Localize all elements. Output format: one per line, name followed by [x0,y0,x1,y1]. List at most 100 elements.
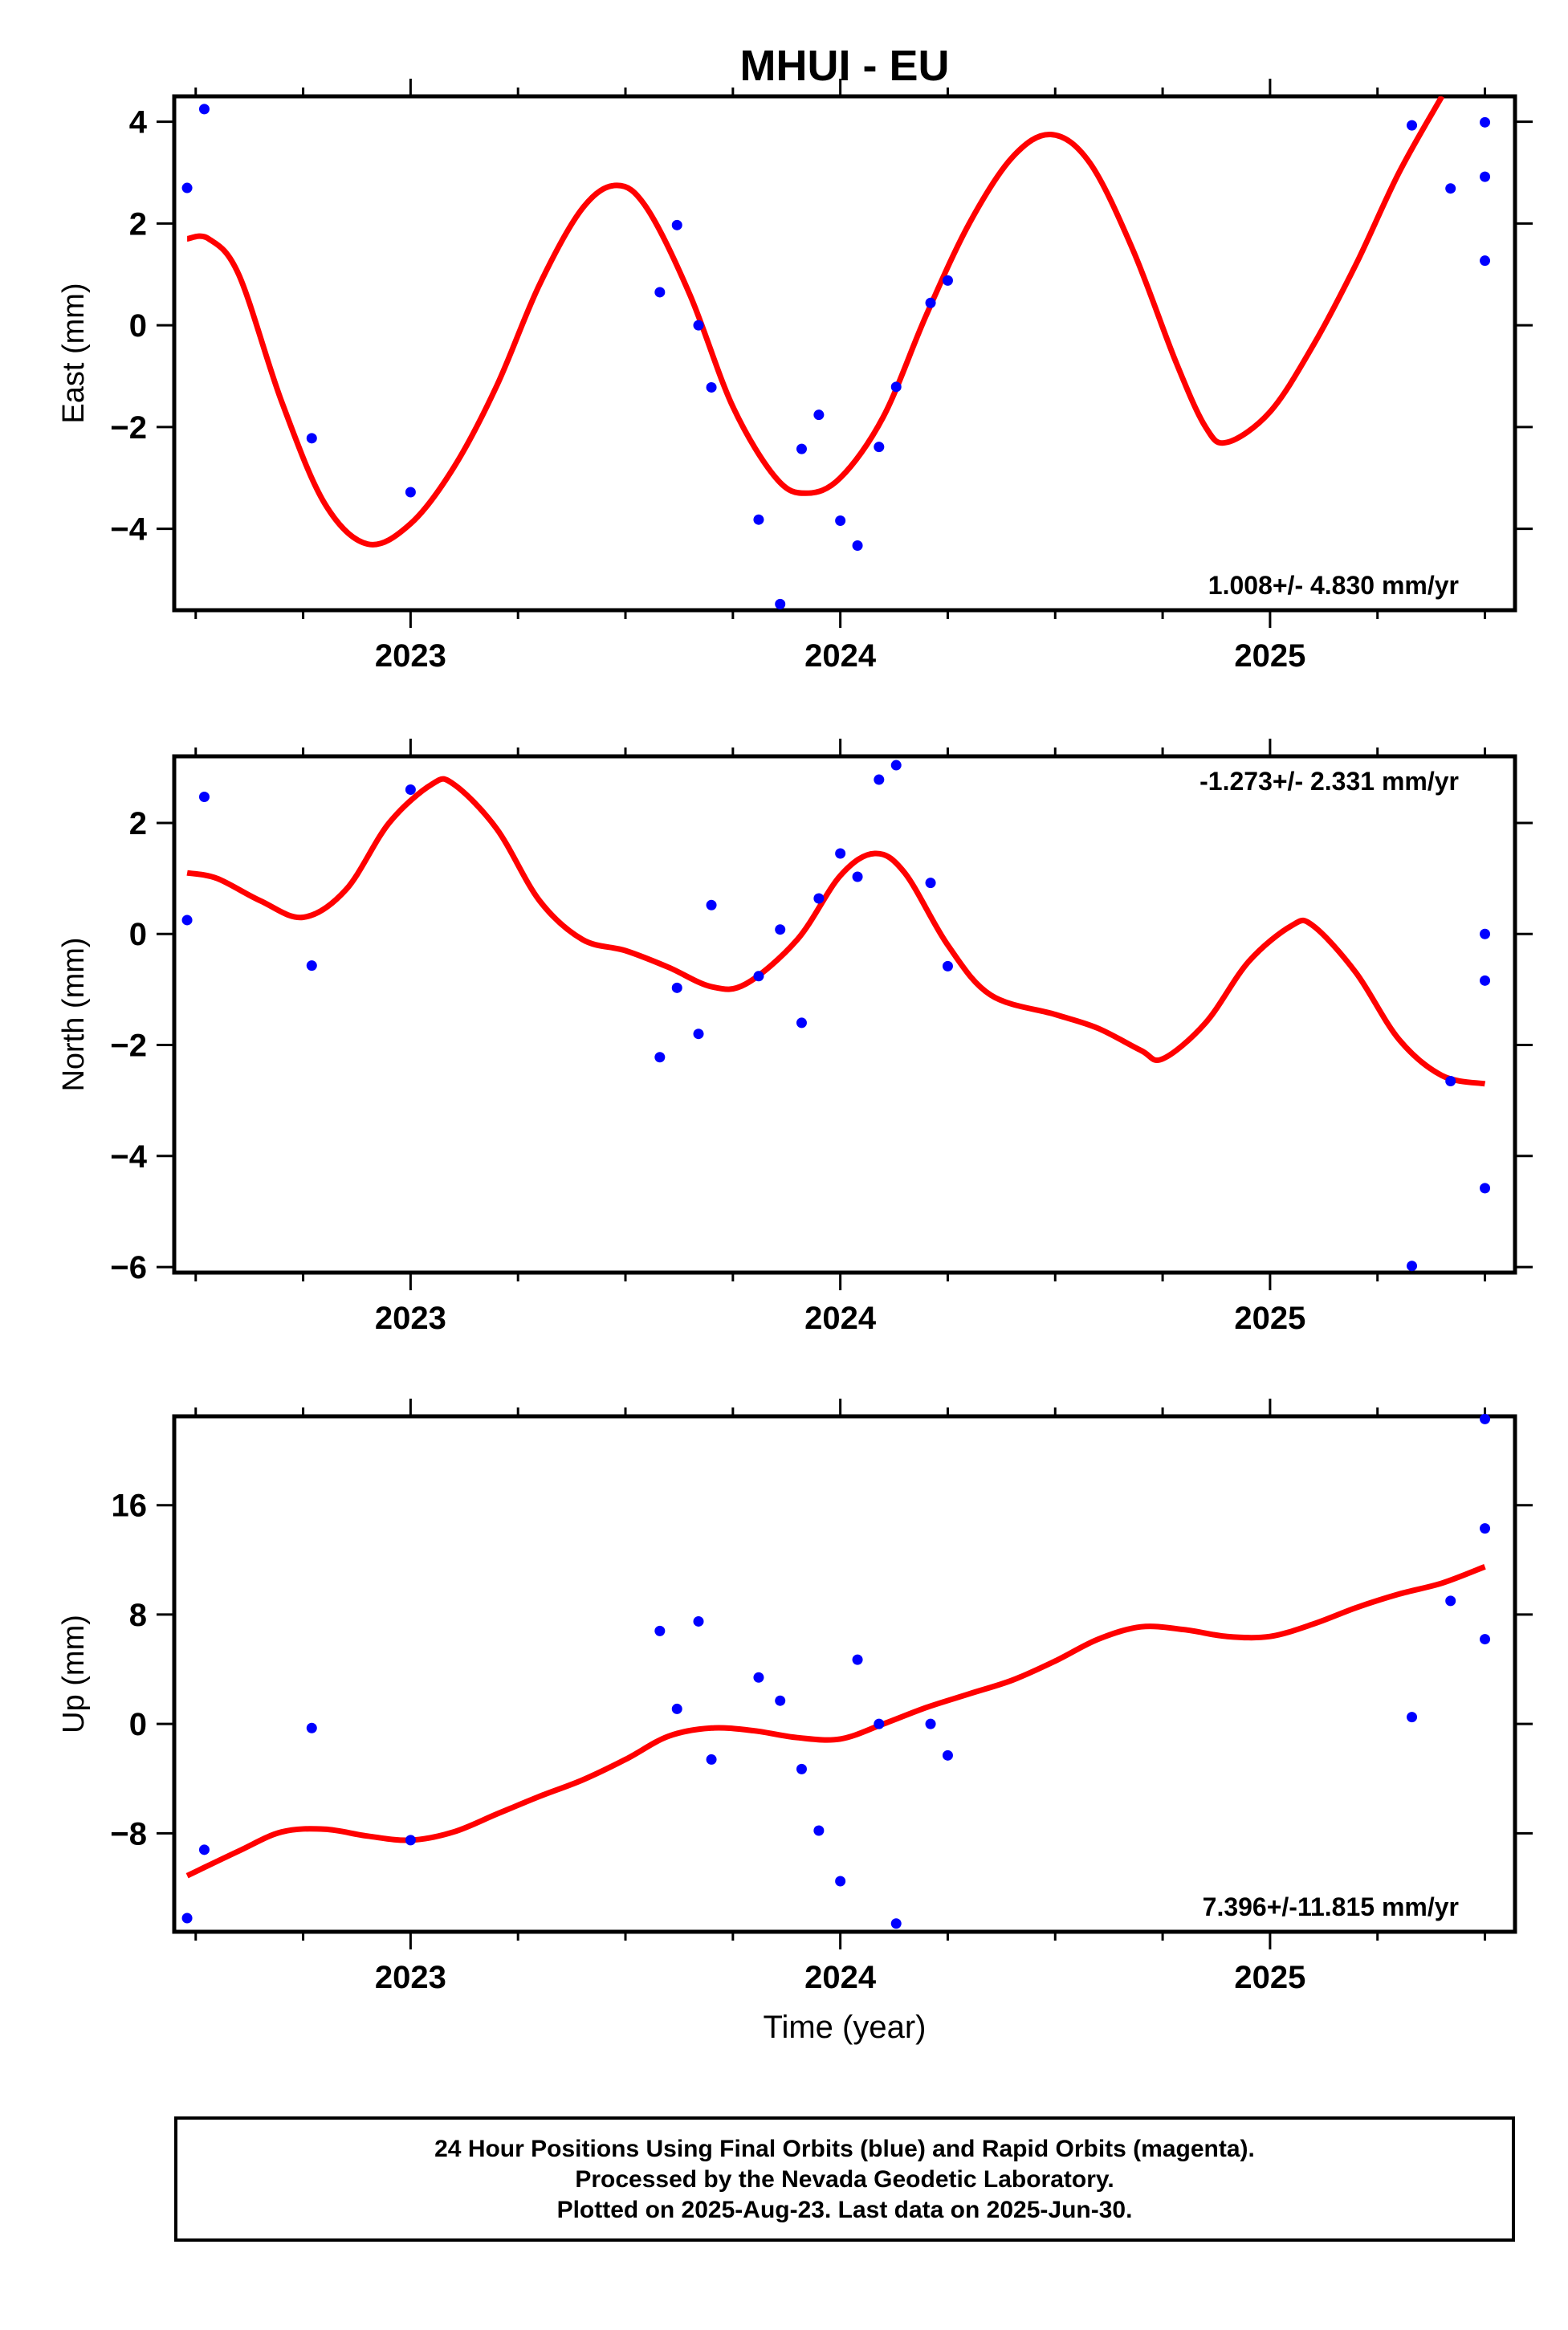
panel-2-data-point [1480,928,1491,939]
panel-1-rate-label: 1.008+/- 4.830 mm/yr [1208,571,1459,600]
x-axis-label: Time (year) [764,2010,927,2045]
panel-1-data-point [1480,116,1491,128]
panel-1-data-point [835,515,846,526]
caption-line-1: 24 Hour Positions Using Final Orbits (bl… [434,2136,1255,2162]
panel-2-ytick-label: −6 [110,1250,147,1285]
panel-3-data-point [1480,1413,1491,1424]
panel-3-ytick-label: −8 [110,1816,147,1851]
panel-1-data-point [671,219,682,230]
panel-1-ytick-label: 4 [129,105,148,141]
caption-line-2: Processed by the Nevada Geodetic Laborat… [575,2166,1114,2193]
panel-3-data-point [874,1718,885,1729]
panel-1-xtick-label: 2024 [804,638,877,674]
panel-3-data-point [852,1654,863,1665]
panel-3-data-point [405,1835,416,1846]
panel-2-data-point [852,871,863,882]
panel-1-ytick-label: 2 [129,206,147,242]
panel-2-data-point [775,924,786,935]
panel-1-frame [172,94,1517,613]
panel-1-data-point [306,433,317,444]
panel-2-data-point [1480,1183,1491,1194]
panel-2-data-point [306,960,317,972]
panel-3-frame [172,1414,1517,1934]
panel-1-data-point [706,381,717,393]
panel-2-data-point [654,1052,666,1063]
panel-3-data-point [775,1695,786,1706]
panel-2-data-point [693,1029,704,1040]
panel-3-data-point [890,1918,902,1929]
panel-1-data-point [874,442,885,453]
panel-2-fit-line [186,776,1486,1087]
panel-1-data-point [813,409,825,421]
panel-1-data-point [693,320,704,331]
panel-3-xtick-label: 2025 [1234,1960,1305,1995]
panel-1-data-point [198,104,210,115]
panel-2-data-point [706,899,717,910]
panel-3-data-point [671,1703,682,1714]
panel-1-data-point [181,182,193,193]
panel-2-data-point [1445,1075,1456,1086]
panel-3-data-point [835,1876,846,1887]
panel-1-data-point [1445,183,1456,194]
panel-3-data-point [925,1718,936,1729]
panel-1-xtick-label: 2025 [1234,638,1305,674]
panel-2-xtick-label: 2025 [1234,1301,1305,1336]
panel-2-data-point [405,784,416,795]
panel-3-data-point [813,1825,825,1836]
panel-3-xtick-label: 2024 [804,1960,877,1995]
panel-1-data-point [925,297,936,308]
panel-1-data-point [890,381,902,393]
panel-3-data-point [753,1672,764,1683]
panel-2-data-point [942,960,953,972]
panel-2-data-point [890,760,902,771]
panel-3-data-point [796,1763,807,1774]
caption-box: 24 Hour Positions Using Final Orbits (bl… [174,2116,1515,2242]
panel-3-ytick-label: 8 [129,1598,147,1633]
panel-1-ytick-label: −2 [110,410,147,446]
panel-3-fit-line [185,1564,1486,1879]
panel-3-ylabel: Up (mm) [57,1615,91,1733]
panel-3-data-point [1480,1523,1491,1534]
panel-2-rate-label: -1.273+/- 2.331 mm/yr [1199,767,1459,796]
panel-2-data-point [835,848,846,859]
panel-2-data-point [1407,1261,1418,1272]
panel-2-ytick-label: 2 [129,806,147,841]
panel-1-data-point [852,540,863,552]
panel-2-data-point [796,1017,807,1029]
panel-2-data-point [753,971,764,982]
panel-3-data-point [306,1722,317,1733]
panel-2-ytick-label: 0 [129,917,147,952]
panel-1-xtick-label: 2023 [375,638,446,674]
panel-3-data-point [1445,1595,1456,1607]
panel-1-data-point [405,487,416,498]
panel-3-data-point [1407,1712,1418,1723]
panel-2-ytick-label: −4 [110,1139,147,1175]
panel-2-ytick-label: −2 [110,1029,147,1064]
panel-2-ylabel: North (mm) [57,937,91,1091]
panel-3-xtick-label: 2023 [375,1960,446,1995]
caption-line-3: Plotted on 2025-Aug-23. Last data on 202… [556,2197,1133,2223]
panel-1-fit-line [186,96,1445,548]
panel-3-rate-label: 7.396+/-11.815 mm/yr [1203,1892,1459,1921]
panel-1-data-point [775,598,786,609]
panel-2-xtick-label: 2023 [375,1301,446,1336]
chart-title: MHUI - EU [740,42,950,90]
panel-1-ytick-label: 0 [129,308,147,344]
panel-3-data-point [1480,1634,1491,1645]
panel-3-data-point [198,1844,210,1855]
panel-3-data-point [654,1625,666,1636]
panel-1-data-point [1407,120,1418,131]
panel-2-data-point [813,893,825,904]
panel-2-data-point [671,982,682,993]
panel-2-data-point [181,914,193,926]
panel-1-ytick-label: −4 [110,512,147,548]
panel-1-ylabel: East (mm) [57,283,91,423]
panel-3-ytick-label: 0 [129,1707,147,1742]
panel-1-data-point [796,443,807,454]
panel-3-ytick-label: 16 [112,1489,148,1524]
panel-1-data-point [1480,255,1491,267]
panel-1-data-point [1480,171,1491,182]
panel-1-data-point [654,287,666,298]
panel-2-data-point [198,791,210,802]
